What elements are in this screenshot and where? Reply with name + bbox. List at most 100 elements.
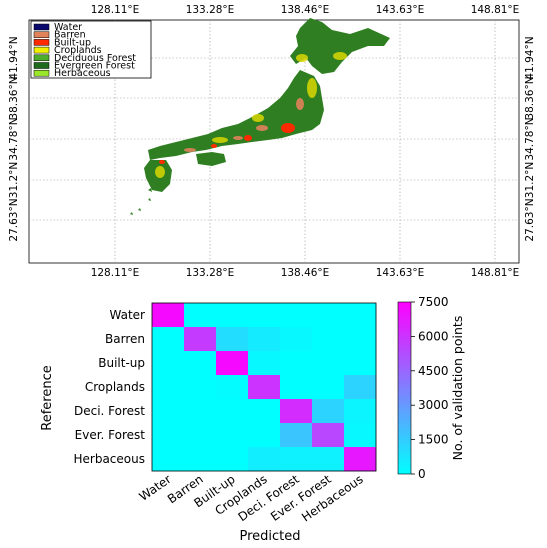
lon-tick-top: 128.11°E xyxy=(91,4,140,16)
builtup-patches xyxy=(159,123,295,164)
legend-box xyxy=(30,20,152,79)
legend-label: Water xyxy=(54,22,82,33)
lon-tick-bottom: 148.81°E xyxy=(471,267,520,279)
legend-swatch xyxy=(33,69,50,77)
honshu-island xyxy=(148,70,324,160)
lat-tick-left: 34.78°N xyxy=(8,117,20,160)
lon-tick-bottom: 128.11°E xyxy=(91,267,140,279)
cm-cell xyxy=(280,351,313,376)
cm-frame xyxy=(151,302,377,472)
barren-patches xyxy=(184,98,304,152)
cm-cell xyxy=(248,327,281,352)
colorbar-tick-label: 1500 xyxy=(418,433,449,447)
cm-xlabel: Predicted xyxy=(239,529,300,544)
shikoku-island xyxy=(196,152,226,166)
cm-cell xyxy=(344,303,377,328)
cm-cell xyxy=(184,303,217,328)
cm-cell xyxy=(152,351,185,376)
cm-row-label: Barren xyxy=(105,332,145,346)
cm-cell xyxy=(152,447,185,472)
lat-ticks-left: 41.94°N 38.36°N 34.78°N 31.2°N 27.63°N xyxy=(8,36,20,241)
legend-label: Deciduous Forest xyxy=(54,53,136,64)
cm-cell xyxy=(184,447,217,472)
cm-cells xyxy=(152,303,377,472)
colorbar-tick-label: 0 xyxy=(418,467,426,481)
cm-cell xyxy=(280,375,313,400)
lat-tick-left: 41.94°N xyxy=(8,36,20,79)
legend-label: Croplands xyxy=(54,45,102,56)
legend-swatch xyxy=(33,39,50,46)
cm-cell xyxy=(152,423,185,448)
cm-cell xyxy=(280,303,313,328)
cm-cell xyxy=(280,447,313,472)
cm-row-label: Herbaceous xyxy=(74,452,146,466)
cm-cell xyxy=(344,375,377,400)
cm-cell xyxy=(344,351,377,376)
cm-cell xyxy=(312,351,345,376)
cm-cell xyxy=(280,423,313,448)
cm-cell xyxy=(152,375,185,400)
cm-row-label: Ever. Forest xyxy=(75,428,146,442)
cm-cell xyxy=(184,423,217,448)
cm-row-label: Built-up xyxy=(98,356,145,370)
lon-tick-top: 148.81°E xyxy=(471,4,520,16)
lat-tick-right: 41.94°N xyxy=(524,36,536,79)
lat-tick-right: 38.36°N xyxy=(524,76,536,119)
cm-cell xyxy=(184,351,217,376)
cm-cell xyxy=(248,375,281,400)
lon-tick-top: 133.28°E xyxy=(186,4,235,16)
cm-row-label: Water xyxy=(110,308,146,322)
cm-cell xyxy=(280,327,313,352)
cropland-patches xyxy=(155,52,347,178)
cm-cell xyxy=(312,375,345,400)
cm-cell xyxy=(248,447,281,472)
cm-cell xyxy=(344,327,377,352)
cm-cell xyxy=(152,303,185,328)
colorbar-label: No. of validation points xyxy=(450,316,465,461)
cm-cell xyxy=(216,399,249,424)
legend-label: Evergreen Forest xyxy=(54,61,135,72)
japan-land-cover xyxy=(130,18,390,215)
confusion-matrix: Water Barren Built-up Croplands Deci. Forest… xyxy=(40,302,377,544)
cm-cell xyxy=(312,447,345,472)
lat-tick-left: 38.36°N xyxy=(8,76,20,119)
cm-cell xyxy=(216,375,249,400)
legend-swatch xyxy=(33,62,50,69)
lat-ticks-right: 41.94°N 38.36°N 34.78°N 31.2°N 27.63°N xyxy=(524,36,536,241)
cm-cell xyxy=(184,375,217,400)
colorbar-gradient xyxy=(397,301,412,475)
cm-cell xyxy=(280,399,313,424)
cm-cell xyxy=(312,327,345,352)
cm-cell xyxy=(216,351,249,376)
cm-cell xyxy=(344,447,377,472)
hokkaido-island xyxy=(290,18,390,74)
colorbar-tick-label: 3000 xyxy=(418,398,449,412)
lat-tick-left: 27.63°N xyxy=(8,198,20,241)
lon-ticks-bottom: 128.11°E 133.28°E 138.46°E 143.63°E 148.… xyxy=(91,267,520,279)
cm-cell xyxy=(248,399,281,424)
cm-row-label: Croplands xyxy=(85,380,145,394)
cm-row-label: Deci. Forest xyxy=(74,404,145,418)
cm-cell xyxy=(216,447,249,472)
colorbar-ticks: 7500 6000 4500 3000 1500 0 xyxy=(411,295,449,481)
cm-cell xyxy=(216,423,249,448)
colorbar-tick-label: 4500 xyxy=(418,364,449,378)
cm-cell xyxy=(248,303,281,328)
cm-cell xyxy=(248,423,281,448)
cm-cell xyxy=(216,303,249,328)
cm-cell xyxy=(248,351,281,376)
lon-tick-bottom: 138.46°E xyxy=(281,267,330,279)
cm-cell xyxy=(184,327,217,352)
colorbar-tick-label: 7500 xyxy=(418,295,449,309)
colorbar: 7500 6000 4500 3000 1500 0 No. of validation … xyxy=(397,295,465,481)
colorbar-tick-label: 6000 xyxy=(418,329,449,343)
legend-swatch xyxy=(33,31,50,38)
cm-row-labels: Water Barren Built-up Croplands Deci. Forest… xyxy=(74,308,146,466)
lon-tick-bottom: 133.28°E xyxy=(186,267,235,279)
cm-cell xyxy=(184,399,217,424)
